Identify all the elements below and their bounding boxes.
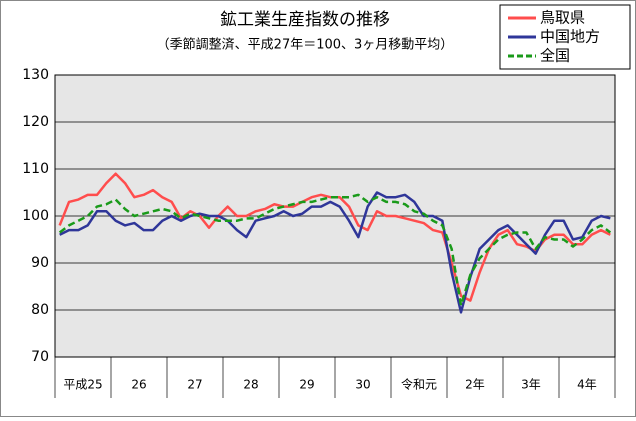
series-line: [59, 191, 611, 314]
y-tick-label: 80: [31, 302, 49, 318]
x-tick-label: 27: [187, 378, 202, 392]
x-tick-label: 平成25: [63, 378, 102, 392]
x-tick-label: 29: [299, 378, 314, 392]
x-tick-label: 28: [243, 378, 258, 392]
x-tick-label: 30: [355, 378, 370, 392]
x-tick-label: 26: [131, 378, 146, 392]
y-tick-label: 90: [31, 255, 49, 271]
chart-title: 鉱工業生産指数の推移: [220, 10, 390, 30]
chart-subtitle: （季節調整済、平成27年＝100、3ヶ月移動平均）: [157, 37, 454, 53]
legend-label: 中国地方: [540, 28, 600, 46]
x-tick-label: 3年: [521, 378, 541, 392]
y-tick-label: 130: [22, 67, 49, 83]
x-tick-label: 2年: [465, 378, 485, 392]
y-tick-label: 110: [22, 161, 49, 177]
y-tick-label: 100: [22, 208, 49, 224]
y-tick-label: 120: [22, 114, 49, 130]
y-tick-label: 70: [31, 349, 49, 365]
legend-label: 鳥取県: [540, 9, 585, 27]
legend-label: 全国: [540, 47, 570, 65]
x-tick-label: 令和元: [401, 377, 437, 392]
x-tick-label: 4年: [577, 378, 597, 392]
series-line: [58, 193, 612, 307]
